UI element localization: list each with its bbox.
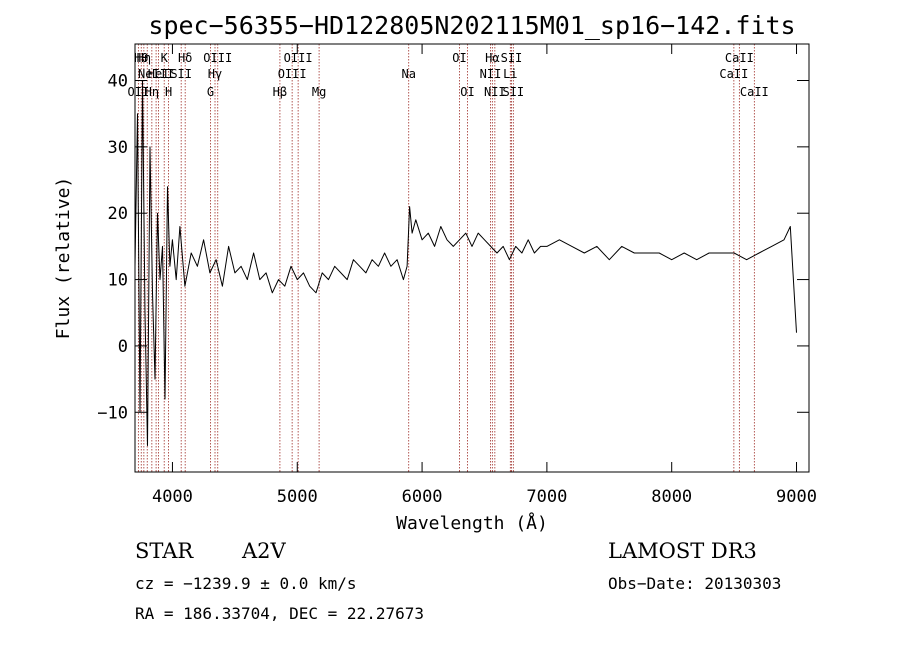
reference-line-label: SII	[501, 51, 523, 65]
reference-line-label: OI	[460, 85, 474, 99]
reference-line-label: NII	[484, 85, 506, 99]
reference-line-label: Hγ	[208, 67, 222, 81]
reference-line-label: Na	[401, 67, 415, 81]
observation-date: Obs−Date: 20130303	[608, 574, 782, 593]
y-axis-ticks: −10 0 10 20 30 40	[97, 71, 809, 423]
reference-line-label: H	[165, 85, 172, 99]
spectrum-chart: spec−56355−HD122805N202115M01_sp16−142.f…	[53, 11, 817, 534]
coordinates-readout: RA = 186.33704, DEC = 22.27673	[135, 604, 424, 623]
reference-line-label: Hβ	[273, 85, 287, 99]
y-tick-label: −10	[97, 403, 128, 423]
y-tick-label: 30	[108, 138, 128, 158]
x-tick-label: 7000	[526, 487, 567, 507]
reference-line-label: K	[161, 51, 169, 65]
reference-line-label: OIII	[203, 51, 232, 65]
object-subclass: A2V	[242, 539, 286, 563]
y-axis-label: Flux (relative)	[53, 177, 74, 340]
reference-line-label: OIII	[284, 51, 313, 65]
reference-line-labels: OIIHθHηHηNeIIIHeIKHSIIHδGHγOIIIHβOIIIOII…	[128, 51, 769, 99]
reference-line-label: G	[207, 85, 214, 99]
reference-line-label: Hθ	[134, 51, 148, 65]
x-tick-label: 6000	[402, 487, 443, 507]
x-tick-label: 4000	[152, 487, 193, 507]
y-tick-label: 40	[108, 71, 128, 91]
reference-line-label: Li	[503, 67, 517, 81]
y-tick-label: 10	[108, 271, 128, 291]
reference-line-label: Hη	[137, 51, 151, 65]
reference-line-label: NII	[480, 67, 502, 81]
reference-line-label: OIII	[278, 67, 307, 81]
x-tick-label: 5000	[277, 487, 318, 507]
spectrum-line	[134, 80, 797, 446]
reference-line-label: CaII	[719, 67, 748, 81]
reference-line-label: OII	[128, 85, 150, 99]
velocity-readout: cz = −1239.9 ± 0.0 km/s	[135, 574, 357, 593]
reference-line-label: Hα	[485, 51, 499, 65]
x-tick-label: 8000	[651, 487, 692, 507]
reference-line-label: HeI	[148, 67, 170, 81]
reference-line-label: OI	[452, 51, 466, 65]
reference-lines	[137, 44, 755, 472]
x-axis-ticks: 4000 5000 6000 7000 8000 9000	[152, 44, 817, 507]
plot-frame	[134, 43, 810, 473]
reference-line-label: Hδ	[178, 51, 192, 65]
chart-title: spec−56355−HD122805N202115M01_sp16−142.f…	[148, 11, 795, 40]
reference-line-label: Mg	[312, 85, 326, 99]
y-tick-label: 0	[118, 337, 128, 357]
survey-name: LAMOST DR3	[608, 539, 757, 563]
reference-line-label: NeIII	[138, 67, 174, 81]
x-axis-label: Wavelength (Å)	[396, 512, 548, 534]
reference-line-label: SII	[502, 85, 524, 99]
spectrum-series	[134, 80, 797, 446]
reference-line-label: Hη	[145, 85, 159, 99]
reference-line-label: SII	[170, 67, 192, 81]
reference-line-label: CaII	[740, 85, 769, 99]
y-tick-label: 20	[108, 204, 128, 224]
object-class: STAR	[135, 539, 194, 563]
reference-line-label: CaII	[725, 51, 754, 65]
x-tick-label: 9000	[776, 487, 817, 507]
